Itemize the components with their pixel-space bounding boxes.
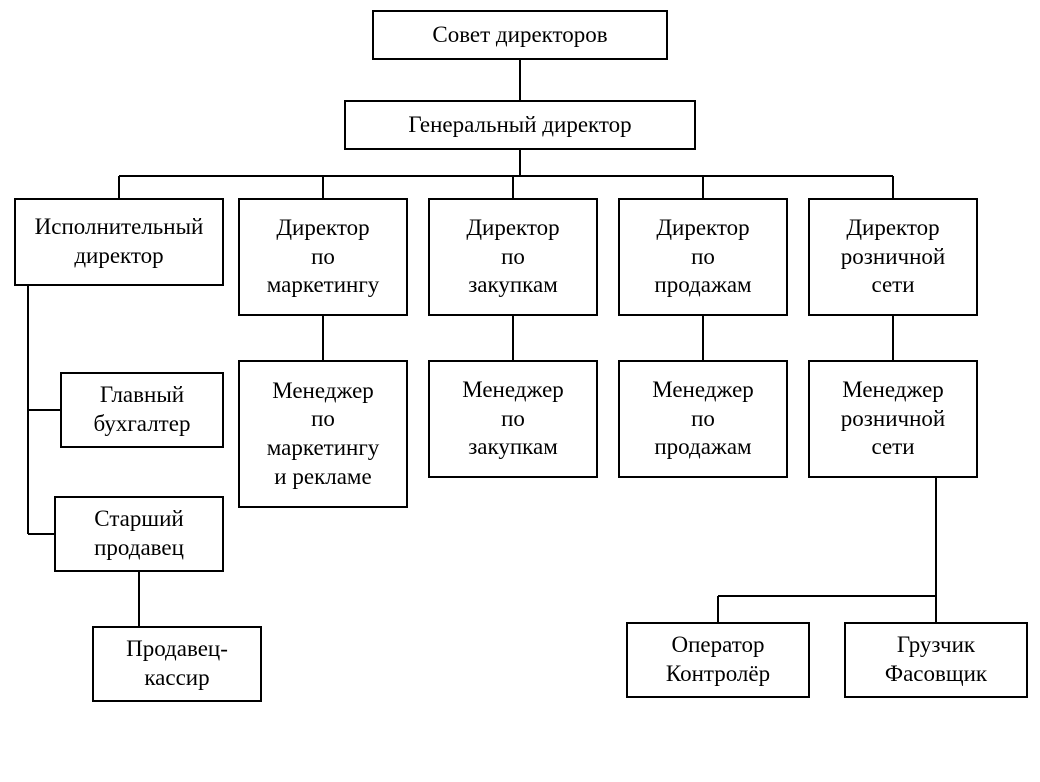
org-node-label: Оператор Контролёр: [666, 631, 770, 689]
org-node-label: Директор по маркетингу: [267, 214, 380, 300]
org-node-mgr_sales: Менеджер по продажам: [618, 360, 788, 478]
org-node-dir_retail: Директор розничной сети: [808, 198, 978, 316]
org-node-label: Старший продавец: [94, 505, 184, 563]
org-node-label: Менеджер розничной сети: [841, 376, 945, 462]
org-node-label: Директор по закупкам: [466, 214, 559, 300]
org-node-label: Совет директоров: [432, 21, 607, 50]
org-node-label: Директор розничной сети: [841, 214, 945, 300]
org-node-operator: Оператор Контролёр: [626, 622, 810, 698]
org-node-label: Менеджер по маркетингу и рекламе: [267, 377, 380, 492]
org-node-label: Грузчик Фасовщик: [885, 631, 987, 689]
org-node-label: Главный бухгалтер: [94, 381, 191, 439]
org-node-loader: Грузчик Фасовщик: [844, 622, 1028, 698]
org-node-label: Директор по продажам: [654, 214, 751, 300]
org-node-mgr_marketing: Менеджер по маркетингу и рекламе: [238, 360, 408, 508]
org-node-mgr_purch: Менеджер по закупкам: [428, 360, 598, 478]
org-node-cashier: Продавец- кассир: [92, 626, 262, 702]
org-node-label: Менеджер по закупкам: [462, 376, 564, 462]
org-node-dir_marketing: Директор по маркетингу: [238, 198, 408, 316]
org-node-label: Исполнительный директор: [35, 213, 204, 271]
org-node-senior_seller: Старший продавец: [54, 496, 224, 572]
org-node-mgr_retail: Менеджер розничной сети: [808, 360, 978, 478]
org-node-label: Продавец- кассир: [126, 635, 228, 693]
org-node-chief_acc: Главный бухгалтер: [60, 372, 224, 448]
org-node-label: Генеральный директор: [408, 111, 631, 140]
org-node-label: Менеджер по продажам: [652, 376, 754, 462]
org-node-exec_dir: Исполнительный директор: [14, 198, 224, 286]
org-node-board: Совет директоров: [372, 10, 668, 60]
org-node-ceo: Генеральный директор: [344, 100, 696, 150]
org-node-dir_sales: Директор по продажам: [618, 198, 788, 316]
org-node-dir_purch: Директор по закупкам: [428, 198, 598, 316]
